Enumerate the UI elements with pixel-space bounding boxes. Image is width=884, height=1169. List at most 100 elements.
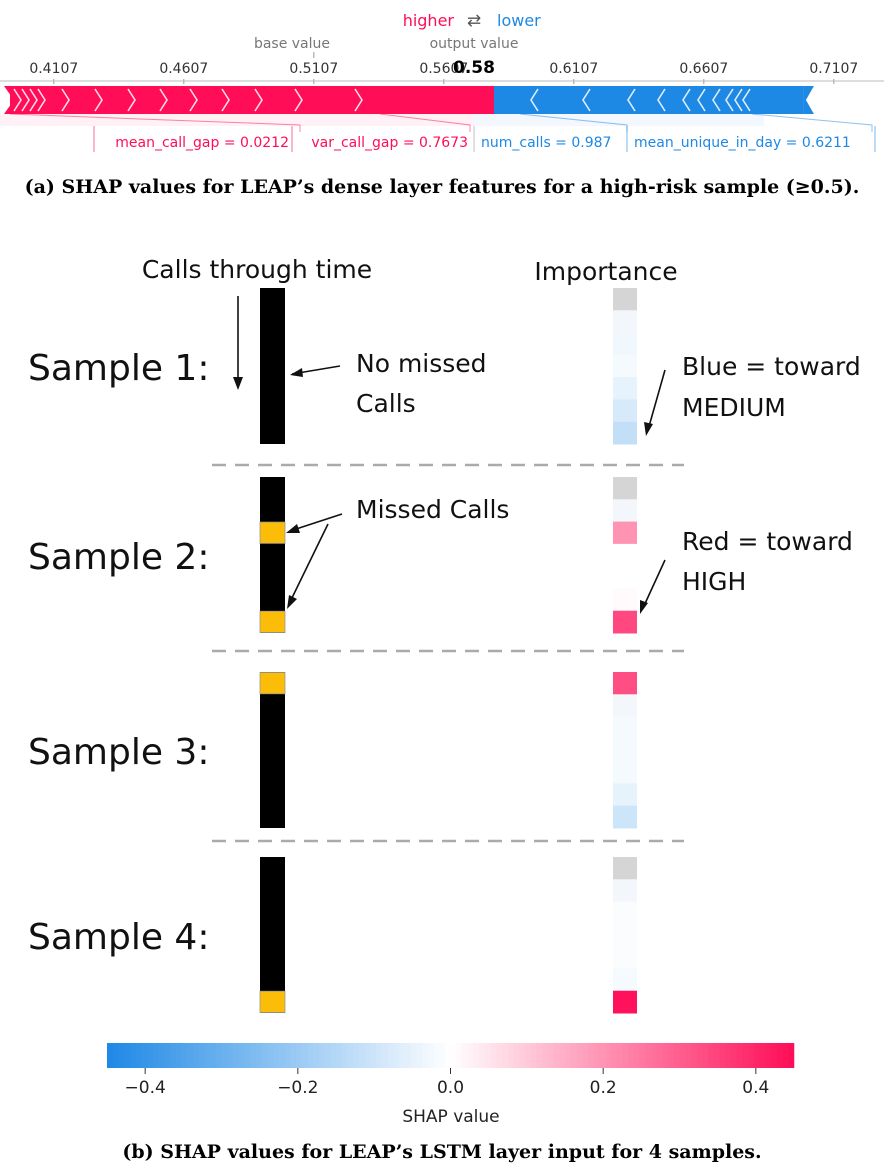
force-tick-label: 0.4107 [29,61,78,77]
colorbar-stripe [250,1043,257,1068]
pointer-missed-2 [288,523,329,605]
colorbar-stripe [370,1043,377,1068]
importance-cell [613,694,637,718]
force-chevron-lower [682,88,691,112]
colorbar-stripe [633,1043,640,1068]
colorbar-stripe [599,1043,606,1068]
colorbar-stripe [227,1043,234,1068]
sample-label: Sample 2: [28,537,209,578]
colorbar-stripe [656,1043,663,1068]
annotation-medium: MEDIUM [682,393,786,422]
pointer-missed-1 [289,513,343,532]
colorbar-stripe [627,1043,634,1068]
colorbar-stripe [129,1043,136,1068]
colorbar-stripe [118,1043,125,1068]
force-chevron-higher [13,88,22,112]
missed-call-cell [259,521,286,544]
pointer-blue [647,369,666,431]
importance-cell [613,477,637,500]
force-tick-label: 0.7107 [809,61,858,77]
force-plot: higher ⇄ lower base value output value 0… [0,11,884,152]
colorbar: −0.4 −0.2 0.0 0.2 0.4 SHAP value [107,1043,795,1127]
colorbar-stripe [421,1043,428,1068]
colorbar-stripe [187,1043,194,1068]
colorbar-stripe [324,1043,331,1068]
colorbar-stripe [192,1043,199,1068]
force-chevron-higher [254,88,263,112]
colorbar-stripe [393,1043,400,1068]
colorbar-tick-label: −0.2 [277,1078,318,1098]
colorbar-stripe [616,1043,623,1068]
colorbar-stripe [484,1043,491,1068]
feature-label-mean-unique-in-day: mean_unique_in_day = 0.6211 [634,135,851,151]
colorbar-stripe [307,1043,314,1068]
pointer-no-missed-head-icon [290,368,303,377]
colorbar-stripe [433,1043,440,1068]
force-bar-start [4,86,14,114]
force-chevron-higher [29,88,38,112]
importance-cell [613,499,637,523]
force-tick-label: 0.5107 [289,61,338,77]
colorbar-stripe [610,1043,617,1068]
colorbar-stripe [731,1043,738,1068]
colorbar-stripe [547,1043,554,1068]
colorbar-tick-label: 0.4 [742,1078,769,1098]
force-chevron-higher [127,88,136,112]
colorbar-stripe [502,1043,509,1068]
force-chevron-lower [697,88,706,112]
colorbar-stripe [668,1043,675,1068]
calls-through-time-header: Calls through time [142,255,372,284]
colorbar-stripe [278,1043,285,1068]
force-tick-label: 0.6607 [679,61,728,77]
colorbar-stripe [238,1043,245,1068]
force-chevron-higher [61,88,70,112]
annotation-missed-calls: Missed Calls [356,495,509,524]
colorbar-stripe [753,1043,760,1068]
colorbar-stripe [542,1043,549,1068]
colorbar-stripe [461,1043,468,1068]
colorbar-stripe [496,1043,503,1068]
force-bar-end [803,86,814,114]
colorbar-stripe [513,1043,520,1068]
force-chevron-higher [94,88,103,112]
colorbar-stripe [439,1043,446,1068]
call-column [260,857,285,1013]
colorbar-stripe [164,1043,171,1068]
colorbar-stripe [181,1043,188,1068]
colorbar-ticks: −0.4 −0.2 0.0 0.2 0.4 [125,1068,769,1098]
importance-cell [613,354,637,378]
colorbar-stripe [765,1043,772,1068]
colorbar-stripe [702,1043,709,1068]
force-bar-lower [494,86,804,114]
force-chevron-lower [742,88,751,112]
importance-cell [613,990,637,1014]
force-axis-ticks: 0.4107 0.4607 0.5107 0.5607 0.6107 0.6607 0.71… [29,61,858,84]
sample-rows: Sample 1: Sample 2: Sample 3: Sample 4: [28,288,637,1014]
base-value-label: base value [254,36,330,52]
colorbar-stripe [215,1043,222,1068]
colorbar-stripe [776,1043,783,1068]
colorbar-stripe [358,1043,365,1068]
colorbar-stripe [582,1043,589,1068]
colorbar-stripe [341,1043,348,1068]
sample-label: Sample 4: [28,917,209,958]
colorbar-stripe [376,1043,383,1068]
call-column [260,672,285,828]
higher-label: higher [403,11,455,30]
colorbar-stripe [456,1043,463,1068]
force-tick-label: 0.5607 [419,61,468,77]
call-column [260,288,285,444]
colorbar-stripe [713,1043,720,1068]
importance-cell [613,377,637,400]
colorbar-label: SHAP value [402,1107,499,1127]
importance-cell [613,716,637,740]
colorbar-stripe [450,1043,457,1068]
colorbar-stripe [347,1043,354,1068]
feature-label-num-calls: num_calls = 0.987 [481,135,611,151]
colorbar-stripe [255,1043,262,1068]
feature-label-group: mean_call_gap = 0.0212 var_call_gap = 0.… [0,113,876,152]
label-underlay-blue [474,114,764,126]
colorbar-tick-label: 0.2 [590,1078,617,1098]
colorbar-stripe [124,1043,131,1068]
